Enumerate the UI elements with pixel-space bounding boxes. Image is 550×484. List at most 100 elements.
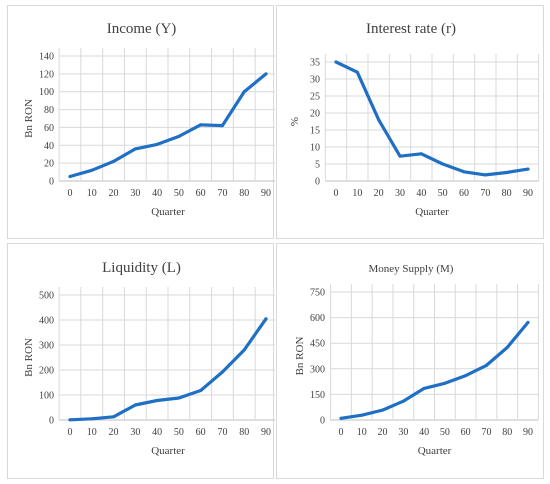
y-axis-label: Bn RON <box>23 338 35 377</box>
y-tick-label: 10 <box>310 143 320 154</box>
y-tick-label: 20 <box>310 109 320 120</box>
data-point <box>112 159 116 163</box>
x-tick-label: 70 <box>217 427 227 438</box>
data-point <box>505 171 509 174</box>
data-point <box>199 123 203 127</box>
data-point <box>355 70 359 74</box>
x-tick-label: 20 <box>109 427 119 438</box>
x-tick-label: 10 <box>87 427 97 438</box>
chart-svg: Interest rate (r) 0 5 10 15 20 25 30 35 0 10 20 30 40… <box>289 21 540 218</box>
data-point <box>419 152 423 156</box>
y-tick-label: 120 <box>39 69 54 80</box>
data-point <box>177 396 181 400</box>
data-point <box>377 118 381 122</box>
chart-title: Money Supply (M) <box>369 263 454 275</box>
y-tick-label: 600 <box>310 313 325 324</box>
data-point <box>505 345 509 349</box>
data-point <box>68 418 72 422</box>
x-axis-label: Quarter <box>151 445 185 457</box>
series-line <box>68 72 268 179</box>
y-tick-label: 500 <box>39 291 54 302</box>
data-point <box>483 173 487 177</box>
x-tick-label: 80 <box>239 188 249 199</box>
y-tick-label: 300 <box>39 341 54 352</box>
y-tick-label: 400 <box>39 316 54 327</box>
data-point <box>462 170 466 174</box>
x-axis-label: Quarter <box>415 206 449 218</box>
chart-svg: Income (Y) 0 20 40 60 80 100 120 140 0 10 20 30 40 50 6… <box>23 21 275 218</box>
y-tick-label: 100 <box>39 87 54 98</box>
data-point <box>220 370 224 374</box>
y-tick-label: 300 <box>310 364 325 375</box>
data-point <box>90 168 94 172</box>
data-point <box>484 363 488 367</box>
x-tick-label: 20 <box>374 188 384 199</box>
x-tick-label: 70 <box>480 188 490 199</box>
x-tick-label: 0 <box>334 188 339 199</box>
series-line <box>334 60 530 177</box>
data-point <box>264 72 268 76</box>
y-tick-label: 35 <box>310 58 320 69</box>
x-axis-label: Quarter <box>151 206 185 218</box>
data-point <box>133 403 137 407</box>
x-tick-label: 80 <box>502 188 512 199</box>
series-line <box>339 320 530 420</box>
x-tick-label: 30 <box>398 427 408 438</box>
data-point <box>360 413 364 417</box>
x-tick-label: 30 <box>130 427 140 438</box>
data-point <box>381 408 385 412</box>
chart-svg: Liquidity (L) 0 100 200 300 400 500 0 10 20 30 40 50… <box>23 260 275 457</box>
x-tick-label: 30 <box>395 188 405 199</box>
chart-income: Income (Y) 0 20 40 60 80 100 120 140 0 10 20 30 40 50 6… <box>7 5 275 239</box>
data-point <box>90 417 94 421</box>
x-tick-label: 80 <box>502 427 512 438</box>
data-point <box>133 147 137 151</box>
y-tick-label: 0 <box>49 416 54 427</box>
data-point <box>464 374 468 378</box>
y-tick-label: 80 <box>44 105 54 116</box>
data-point <box>526 167 530 171</box>
y-axis-label: % <box>289 117 301 126</box>
x-tick-label: 50 <box>174 188 184 199</box>
data-point <box>264 317 268 321</box>
x-tick-label: 60 <box>196 188 206 199</box>
x-tick-label: 10 <box>352 188 362 199</box>
x-tick-label: 80 <box>239 427 249 438</box>
data-point <box>441 162 445 166</box>
y-axis-label: Bn RON <box>23 99 35 138</box>
data-point <box>220 124 224 128</box>
data-point <box>112 415 116 419</box>
chart-liquidity: Liquidity (L) 0 100 200 300 400 500 0 10 20 30 40 50… <box>7 243 275 479</box>
x-tick-label: 0 <box>68 427 73 438</box>
y-tick-label: 60 <box>44 123 54 134</box>
y-tick-label: 200 <box>39 366 54 377</box>
data-point <box>155 142 159 146</box>
y-tick-label: 450 <box>310 339 325 350</box>
x-tick-label: 60 <box>196 427 206 438</box>
y-tick-label: 0 <box>49 177 54 188</box>
data-point <box>334 60 338 64</box>
y-tick-label: 25 <box>310 92 320 103</box>
y-tick-label: 40 <box>44 141 54 152</box>
x-tick-label: 40 <box>152 188 162 199</box>
chart-title: Liquidity (L) <box>102 260 181 276</box>
x-tick-label: 90 <box>523 427 533 438</box>
x-tick-label: 70 <box>481 427 491 438</box>
y-tick-label: 0 <box>315 177 320 188</box>
data-point <box>199 389 203 392</box>
y-tick-label: 150 <box>310 390 325 401</box>
chart-interest-rate: Interest rate (r) 0 5 10 15 20 25 30 35 0 10 20 30 40… <box>276 5 544 239</box>
y-tick-label: 140 <box>39 52 54 63</box>
x-tick-label: 70 <box>217 188 227 199</box>
x-tick-label: 30 <box>130 188 140 199</box>
x-axis-label: Quarter <box>418 445 452 457</box>
data-point <box>242 90 246 94</box>
x-tick-label: 10 <box>357 427 367 438</box>
data-point <box>177 134 181 138</box>
y-tick-label: 0 <box>320 416 325 427</box>
data-point <box>526 320 530 324</box>
x-tick-label: 60 <box>459 188 469 199</box>
chart-money-supply: Money Supply (M) 0 150 300 450 600 750 0 10 20 30 4… <box>276 243 544 479</box>
y-tick-label: 750 <box>310 288 325 299</box>
data-point <box>339 416 343 420</box>
